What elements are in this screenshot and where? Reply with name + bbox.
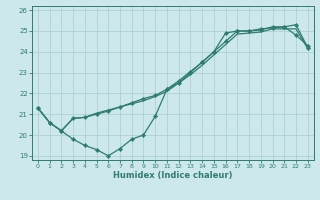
X-axis label: Humidex (Indice chaleur): Humidex (Indice chaleur) — [113, 171, 233, 180]
